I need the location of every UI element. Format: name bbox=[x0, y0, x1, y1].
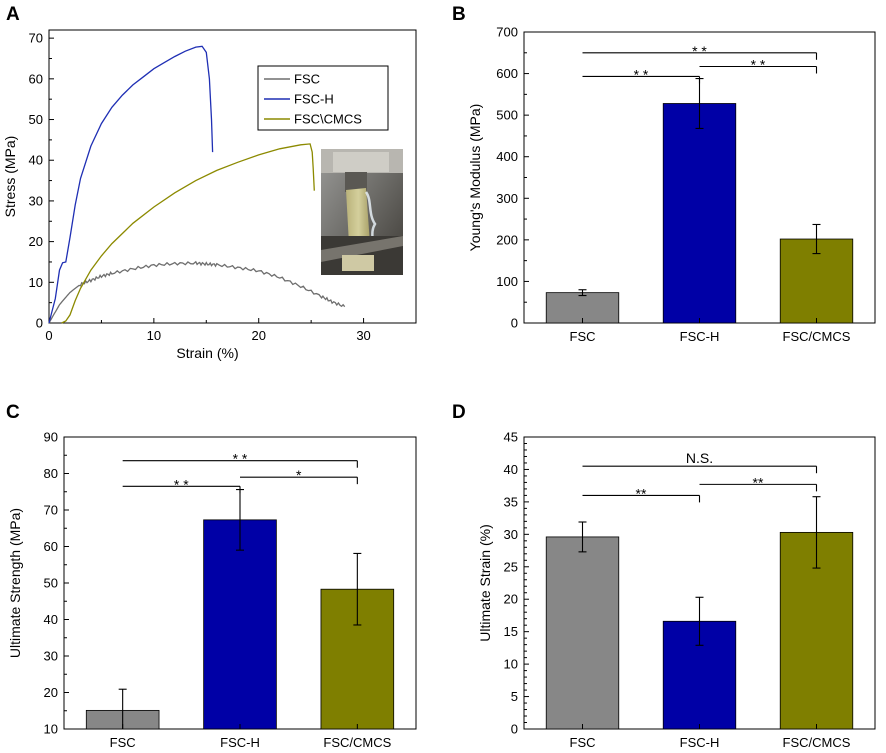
bar-fsc-h bbox=[203, 519, 277, 730]
y-axis-title: Ultimate Strength (MPa) bbox=[7, 508, 23, 658]
y-tick-label: 20 bbox=[504, 592, 518, 607]
y-tick-label: 30 bbox=[504, 527, 518, 542]
y-tick-label: 40 bbox=[504, 462, 518, 477]
significance-label: N.S. bbox=[686, 450, 713, 466]
panel-letter-b: B bbox=[452, 4, 466, 25]
x-tick-label: 30 bbox=[356, 328, 370, 343]
y-tick-label: 25 bbox=[504, 559, 518, 574]
y-axis-title: Stress (MPa) bbox=[2, 136, 18, 218]
x-tick-label: FSC/CMCS bbox=[783, 329, 851, 344]
series-line-fsc-h bbox=[48, 45, 214, 324]
y-tick-label: 20 bbox=[29, 234, 43, 249]
x-tick-label: 0 bbox=[45, 328, 52, 343]
y-tick-label: 60 bbox=[44, 539, 58, 554]
significance-bracket: * * bbox=[582, 43, 818, 60]
x-tick-label: FSC bbox=[570, 329, 596, 344]
significance-label: * * bbox=[692, 43, 707, 59]
y-tick-label: 600 bbox=[496, 66, 518, 81]
legend: FSC FSC-H FSC\CMCS bbox=[257, 65, 389, 131]
y-tick-label: 0 bbox=[511, 316, 518, 331]
significance-label: ** bbox=[636, 485, 647, 501]
x-tick-label: FSC/CMCS bbox=[323, 735, 391, 750]
panel-letter-c: C bbox=[6, 402, 20, 423]
y-tick-label: 0 bbox=[511, 722, 518, 737]
significance-label: * * bbox=[634, 66, 649, 82]
panel-d-ultimate-strain: 0 5 10 15 20 25 30 35 40 45 FSC FSC-H FSC/CMCS Ultima… bbox=[477, 430, 876, 750]
y-tick-label: 50 bbox=[44, 576, 58, 591]
significance-label: * * bbox=[751, 57, 766, 73]
x-tick-label: FSC-H bbox=[680, 735, 720, 750]
y-tick-label: 5 bbox=[511, 689, 518, 704]
x-tick-label: FSC bbox=[110, 735, 136, 750]
plot-frame bbox=[48, 29, 417, 324]
y-tick-label: 30 bbox=[44, 649, 58, 664]
panel-a-stress-strain: 0 10 20 30 0 10 20 30 40 50 60 70 Strain (%) Stress (… bbox=[2, 29, 417, 361]
x-tick-label: 10 bbox=[147, 328, 161, 343]
significance-bracket: * * bbox=[122, 476, 241, 494]
y-tick-label: 45 bbox=[504, 430, 518, 445]
y-tick-label: 0 bbox=[36, 316, 43, 331]
significance-bracket: N.S. bbox=[582, 450, 818, 474]
x-tick-label: FSC/CMCS bbox=[783, 735, 851, 750]
legend-label: FSC-H bbox=[294, 92, 334, 107]
y-tick-label: 10 bbox=[29, 275, 43, 290]
series-line-fsc bbox=[48, 260, 346, 324]
y-tick-label: 15 bbox=[504, 624, 518, 639]
significance-bracket: * * bbox=[699, 57, 818, 74]
y-tick-label: 40 bbox=[29, 153, 43, 168]
y-tick-label: 700 bbox=[496, 25, 518, 40]
y-tick-label: 50 bbox=[29, 112, 43, 127]
significance-bracket: * bbox=[240, 467, 358, 485]
bar-fsc-h bbox=[662, 103, 737, 324]
y-tick-label: 500 bbox=[496, 108, 518, 123]
y-tick-label: 200 bbox=[496, 232, 518, 247]
y-axis-title: Young's Modulus (MPa) bbox=[467, 104, 483, 252]
x-tick-label: FSC-H bbox=[680, 329, 720, 344]
x-tick-label: FSC-H bbox=[220, 735, 260, 750]
specimen-photo-inset bbox=[321, 149, 403, 275]
x-axis-title: Strain (%) bbox=[176, 345, 238, 361]
significance-bracket: * * bbox=[122, 451, 358, 468]
panel-c-ultimate-strength: 10 20 30 40 50 60 70 80 90 FSC FSC-H FSC/CMCS Ultima… bbox=[7, 430, 417, 750]
y-tick-label: 80 bbox=[44, 466, 58, 481]
significance-bracket: * * bbox=[582, 66, 701, 84]
y-tick-label: 100 bbox=[496, 274, 518, 289]
significance-bracket: ** bbox=[699, 474, 818, 492]
legend-label: FSC bbox=[294, 72, 320, 87]
y-tick-label: 20 bbox=[44, 685, 58, 700]
y-tick-label: 60 bbox=[29, 71, 43, 86]
significance-label: * bbox=[296, 467, 302, 483]
significance-bracket: ** bbox=[582, 485, 701, 503]
y-tick-label: 35 bbox=[504, 494, 518, 509]
series-line-fsc-cmcs bbox=[61, 143, 315, 324]
y-tick-label: 400 bbox=[496, 149, 518, 164]
legend-label: FSC\CMCS bbox=[294, 112, 362, 127]
significance-label: ** bbox=[753, 474, 764, 490]
significance-label: * * bbox=[174, 476, 189, 492]
significance-label: * * bbox=[233, 451, 248, 467]
y-tick-label: 30 bbox=[29, 193, 43, 208]
y-tick-label: 10 bbox=[504, 657, 518, 672]
panel-b-youngs-modulus: 0 100 200 300 400 500 600 700 FSC FSC-H FSC/CMCS Yo… bbox=[467, 25, 876, 344]
y-tick-label: 300 bbox=[496, 191, 518, 206]
y-tick-label: 70 bbox=[29, 31, 43, 46]
y-tick-label: 90 bbox=[44, 430, 58, 445]
panel-letter-d: D bbox=[452, 402, 466, 423]
x-tick-label: 20 bbox=[251, 328, 265, 343]
y-tick-label: 70 bbox=[44, 503, 58, 518]
y-axis-title: Ultimate Strain (%) bbox=[477, 524, 493, 641]
bar-fsc bbox=[545, 536, 620, 730]
y-tick-label: 40 bbox=[44, 612, 58, 627]
panel-letter-a: A bbox=[6, 4, 20, 25]
x-tick-label: FSC bbox=[570, 735, 596, 750]
y-tick-label: 10 bbox=[44, 722, 58, 737]
bar-fsc bbox=[545, 292, 620, 324]
